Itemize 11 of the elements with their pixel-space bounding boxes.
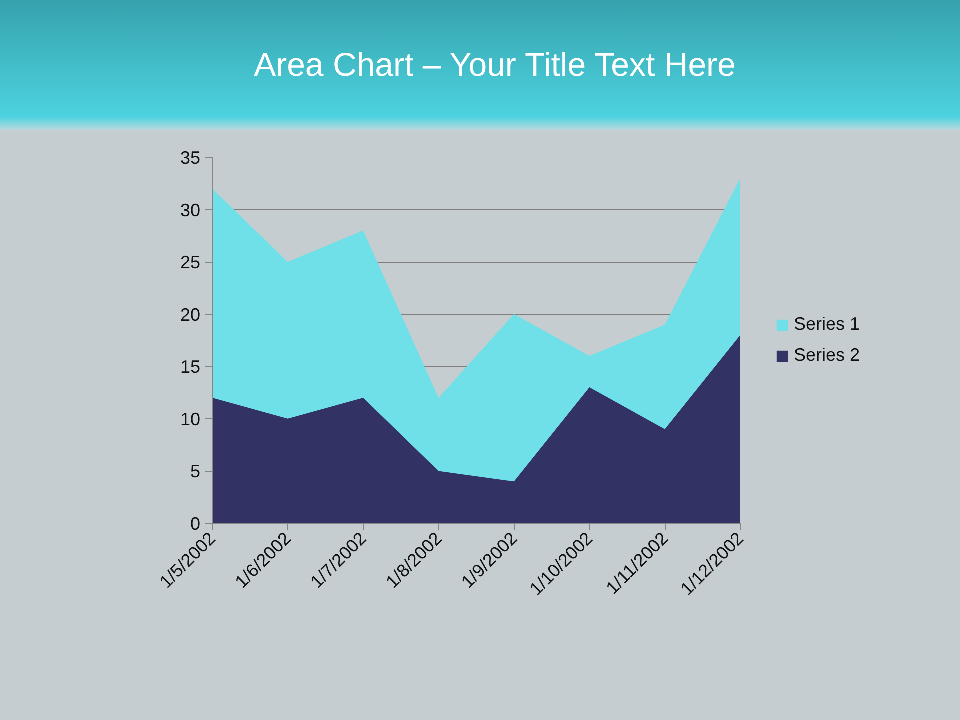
y-tick-label: 15 — [180, 357, 201, 378]
y-tick-label: 35 — [180, 148, 201, 168]
legend-label: Series 2 — [794, 345, 860, 366]
y-tick-label: 10 — [180, 409, 201, 430]
chart-title: Area Chart – Your Title Text Here — [0, 0, 960, 130]
y-tick-label: 0 — [190, 514, 201, 534]
y-tick-label: 5 — [190, 462, 201, 482]
legend-label: Series 1 — [794, 314, 860, 335]
y-tick-label: 30 — [180, 200, 201, 220]
y-tick-label: 25 — [180, 252, 201, 273]
y-tick-label: 20 — [180, 304, 201, 325]
